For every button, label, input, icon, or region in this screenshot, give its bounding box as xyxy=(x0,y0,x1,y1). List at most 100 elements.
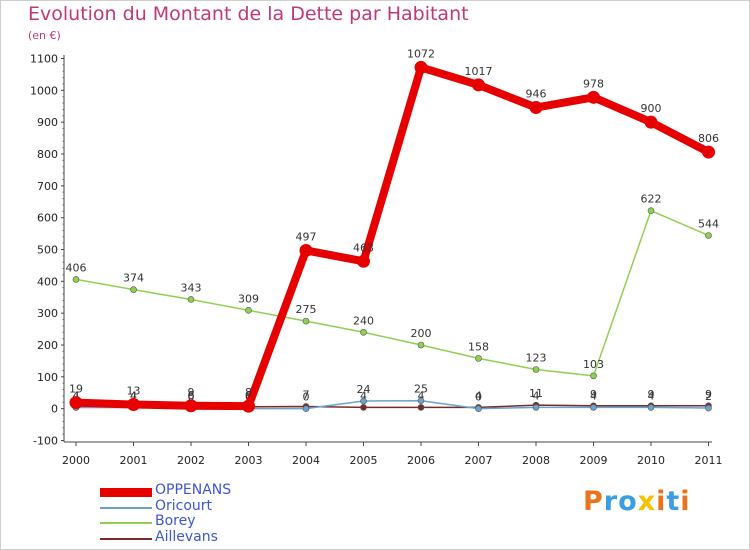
data-label-aillevans: 9 xyxy=(590,388,597,401)
data-point-oricourt xyxy=(532,404,540,411)
y-tick-label: 200 xyxy=(37,339,58,352)
data-label-borey: 406 xyxy=(66,261,87,274)
legend-label-aillevans: Aillevans xyxy=(155,529,218,545)
data-label-borey: 103 xyxy=(583,358,604,371)
data-label-oricourt: 4 xyxy=(73,389,80,402)
data-label-borey: 343 xyxy=(181,281,202,294)
data-point-borey xyxy=(705,232,712,239)
logo-letter: i xyxy=(656,486,667,517)
data-label-aillevans: 4 xyxy=(475,389,482,402)
data-point-oppenans xyxy=(299,243,313,257)
x-tick-label: 2008 xyxy=(522,454,550,467)
legend-item-aillevans: Aillevans xyxy=(100,529,300,547)
data-point-borey xyxy=(360,328,367,336)
data-label-aillevans: 4 xyxy=(360,389,367,402)
data-label-borey: 123 xyxy=(526,352,547,365)
y-tick-label: 600 xyxy=(37,212,58,225)
data-point-borey xyxy=(130,286,137,293)
proxiti-logo: Proxiti xyxy=(583,486,691,517)
y-tick-label: 400 xyxy=(37,275,58,288)
data-point-oppenans xyxy=(69,396,83,410)
data-label-aillevans: 11 xyxy=(529,387,543,400)
data-point-borey xyxy=(187,296,195,303)
data-label-oppenans: 978 xyxy=(583,77,604,90)
data-point-borey xyxy=(72,276,80,283)
data-label-oricourt: 2 xyxy=(705,390,712,403)
data-point-oricourt xyxy=(647,404,655,411)
data-point-borey xyxy=(590,372,597,380)
y-tick-label: -100 xyxy=(33,435,58,448)
x-tick-label: 2005 xyxy=(350,454,378,467)
chart-title: Evolution du Montant de la Dette par Hab… xyxy=(28,3,469,25)
legend-item-oricourt: Oricourt xyxy=(100,498,300,516)
data-label-borey: 544 xyxy=(698,217,719,230)
data-label-borey: 275 xyxy=(296,303,317,316)
series-line-borey xyxy=(75,209,710,377)
x-tick-label: 2003 xyxy=(235,454,263,467)
data-point-oppenans xyxy=(644,115,658,129)
data-label-oricourt: 0 xyxy=(303,391,310,404)
y-tick-label: 1000 xyxy=(30,84,58,97)
data-point-borey xyxy=(417,341,425,349)
data-point-oricourt xyxy=(360,397,367,405)
data-label-oppenans: 1072 xyxy=(407,47,435,60)
data-label-borey: 158 xyxy=(468,340,489,353)
data-label-aillevans: 4 xyxy=(73,389,80,402)
data-point-borey xyxy=(245,307,252,314)
data-point-oricourt xyxy=(302,405,310,412)
data-point-oricourt xyxy=(590,404,597,411)
x-tick-label: 2010 xyxy=(637,454,665,467)
data-label-oppenans: 13 xyxy=(127,385,141,398)
series-line-oppenans xyxy=(72,63,713,411)
legend-item-oppenans: OPPENANS xyxy=(100,482,300,500)
y-tick-label: 0 xyxy=(51,403,58,416)
data-label-aillevans: 9 xyxy=(705,388,712,401)
data-label-borey: 309 xyxy=(238,292,259,305)
x-tick-label: 2004 xyxy=(292,454,320,467)
logo-letter: i xyxy=(680,486,691,517)
y-tick-label: 1100 xyxy=(30,53,58,66)
data-label-oppenans: 900 xyxy=(641,102,662,115)
legend-swatch-borey xyxy=(100,522,152,524)
data-point-oppenans xyxy=(529,101,543,115)
legend-label-oppenans: OPPENANS xyxy=(155,482,232,498)
y-tick-label: 300 xyxy=(37,307,58,320)
logo-letter: x xyxy=(637,486,657,517)
data-label-oricourt: 25 xyxy=(414,383,428,396)
x-tick-label: 2007 xyxy=(465,454,493,467)
y-axis-unit: (en €) xyxy=(28,29,61,42)
data-label-aillevans: 6 xyxy=(188,389,195,402)
data-point-oricourt xyxy=(417,397,425,405)
data-point-oppenans xyxy=(702,145,715,159)
data-label-oricourt: 4 xyxy=(533,389,540,402)
data-label-borey: 622 xyxy=(641,193,662,206)
logo-letter: t xyxy=(666,486,681,517)
y-tick-label: 700 xyxy=(37,180,58,193)
data-label-borey: 374 xyxy=(123,272,144,285)
x-tick-label: 2006 xyxy=(407,454,435,467)
data-point-aillevans xyxy=(360,404,367,411)
data-label-oppenans: 9 xyxy=(188,386,195,399)
data-label-oppenans: 1017 xyxy=(465,65,493,78)
legend-swatch-oricourt xyxy=(100,507,152,509)
data-point-oricourt xyxy=(475,405,482,412)
data-label-oricourt: 0 xyxy=(475,391,482,404)
data-label-oppenans: 19 xyxy=(69,383,83,396)
y-tick-label: 900 xyxy=(37,116,58,129)
data-point-borey xyxy=(647,207,655,214)
data-label-oppenans: 946 xyxy=(526,88,547,101)
data-point-oppenans xyxy=(127,398,140,412)
legend-swatch-oppenans xyxy=(100,488,152,497)
data-label-oricourt: 0 xyxy=(188,391,195,404)
data-label-oppenans: 463 xyxy=(353,241,374,254)
data-label-aillevans: 4 xyxy=(130,389,137,402)
x-tick-label: 2009 xyxy=(580,454,608,467)
data-label-borey: 240 xyxy=(353,314,374,327)
legend-swatch-aillevans xyxy=(100,538,152,540)
x-tick-label: 2011 xyxy=(695,454,723,467)
legend-item-borey: Borey xyxy=(100,513,300,531)
legend-label-oricourt: Oricourt xyxy=(155,498,213,514)
data-point-oppenans xyxy=(242,399,255,413)
